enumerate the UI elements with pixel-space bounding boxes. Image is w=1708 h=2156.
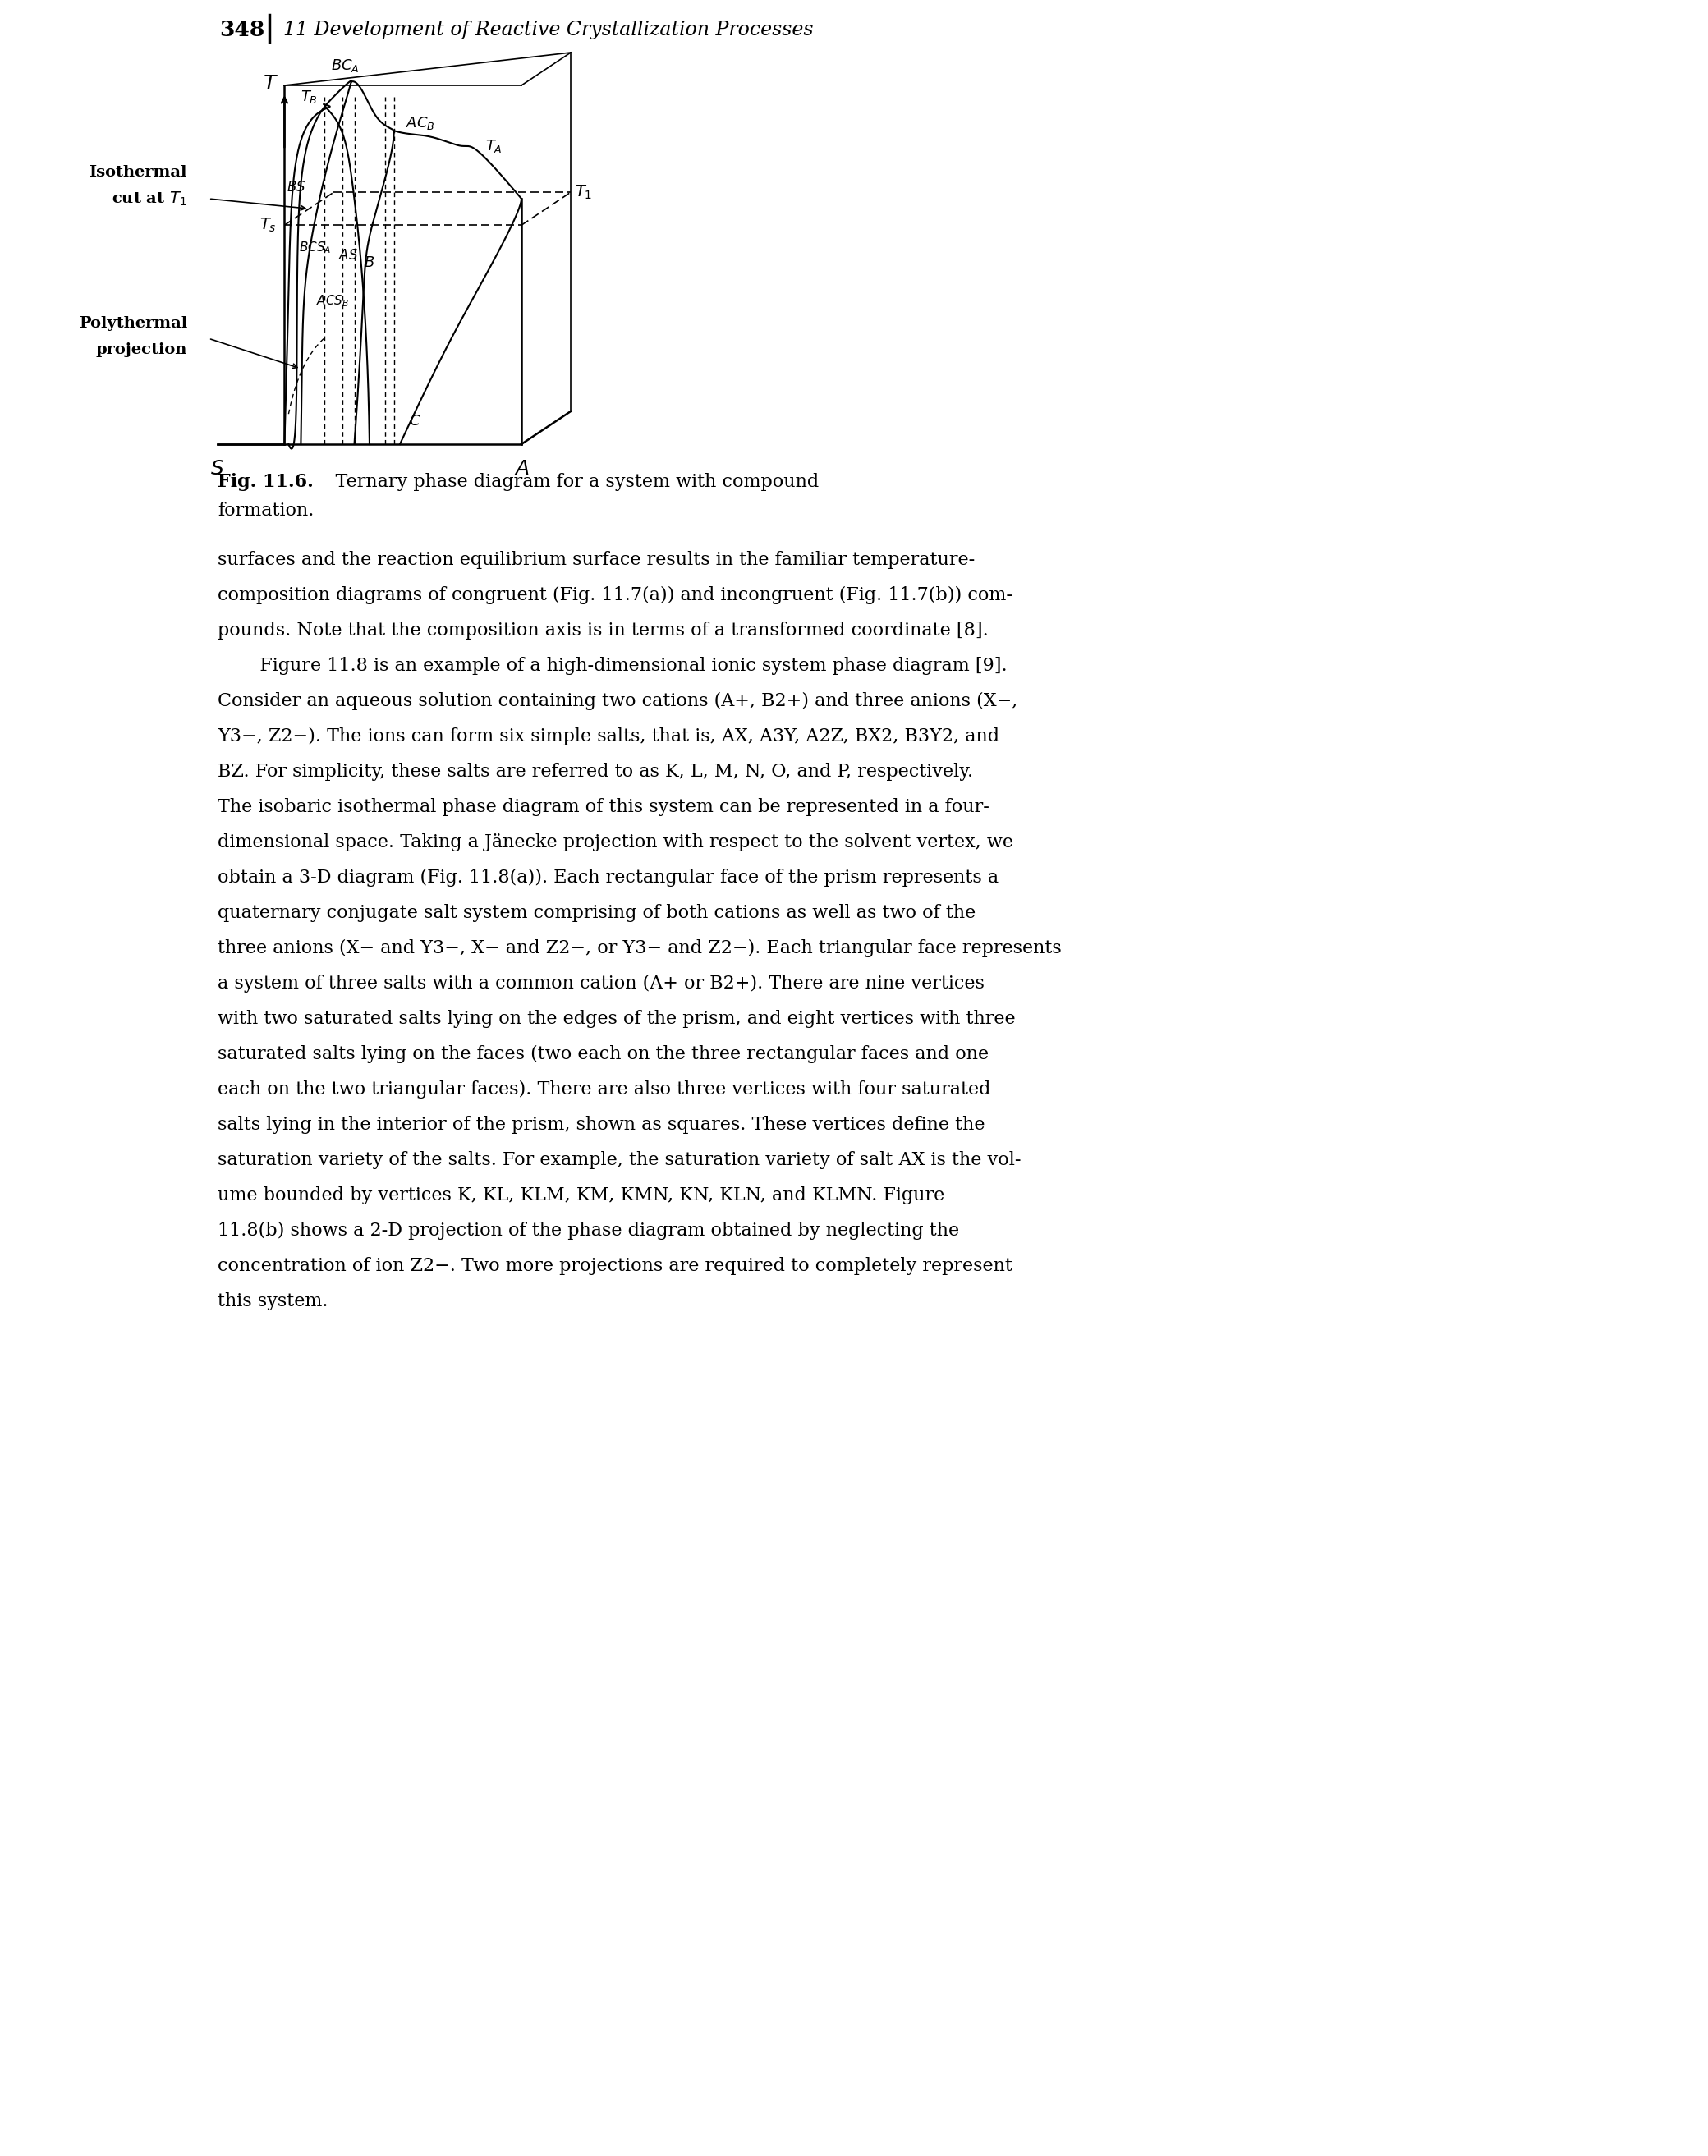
Text: surfaces and the reaction equilibrium surface results in the familiar temperatur: surfaces and the reaction equilibrium su… [217, 552, 975, 569]
Text: ume bounded by vertices K, KL, KLM, KM, KMN, KN, KLN, and KLMN. Figure: ume bounded by vertices K, KL, KLM, KM, … [217, 1186, 945, 1205]
Text: $AS$: $AS$ [338, 248, 359, 263]
Text: Figure 11.8 is an example of a high-dimensional ionic system phase diagram [9].: Figure 11.8 is an example of a high-dime… [243, 658, 1008, 675]
Text: three anions (X− and Y3−, X− and Z2−, or Y3− and Z2−). Each triangular face repr: three anions (X− and Y3−, X− and Z2−, or… [217, 940, 1062, 957]
Text: salts lying in the interior of the prism, shown as squares. These vertices defin: salts lying in the interior of the prism… [217, 1117, 986, 1134]
Text: pounds. Note that the composition axis is in terms of a transformed coordinate [: pounds. Note that the composition axis i… [217, 621, 989, 640]
Text: saturation variety of the salts. For example, the saturation variety of salt AX : saturation variety of the salts. For exa… [217, 1151, 1021, 1169]
Text: $\mathit{T_1}$: $\mathit{T_1}$ [576, 183, 593, 201]
Text: $BC_A$: $BC_A$ [331, 58, 359, 73]
Text: Ternary phase diagram for a system with compound: Ternary phase diagram for a system with … [313, 472, 818, 492]
Text: $BS$: $BS$ [287, 181, 306, 194]
Text: Isothermal: Isothermal [89, 164, 188, 179]
Text: 11 Development of Reactive Crystallization Processes: 11 Development of Reactive Crystallizati… [284, 19, 813, 39]
Text: projection: projection [96, 343, 188, 358]
Text: $\mathit{T}$: $\mathit{T}$ [263, 73, 278, 93]
Text: Consider an aqueous solution containing two cations (A+, B2+) and three anions (: Consider an aqueous solution containing … [217, 692, 1018, 709]
Text: obtain a 3-D diagram (Fig. 11.8(a)). Each rectangular face of the prism represen: obtain a 3-D diagram (Fig. 11.8(a)). Eac… [217, 869, 999, 886]
Text: $C$: $C$ [410, 414, 422, 429]
Text: $ACS_B$: $ACS_B$ [316, 293, 350, 308]
Text: composition diagrams of congruent (Fig. 11.7(a)) and incongruent (Fig. 11.7(b)) : composition diagrams of congruent (Fig. … [217, 586, 1013, 604]
Text: saturated salts lying on the faces (two each on the three rectangular faces and : saturated salts lying on the faces (two … [217, 1046, 989, 1063]
Text: Y3−, Z2−). The ions can form six simple salts, that is, AX, A3Y, A2Z, BX2, B3Y2,: Y3−, Z2−). The ions can form six simple … [217, 727, 999, 746]
Text: Polythermal: Polythermal [79, 317, 188, 330]
Text: $\mathit{T_s}$: $\mathit{T_s}$ [260, 216, 277, 233]
Text: $\mathit{A}$: $\mathit{A}$ [514, 459, 529, 479]
Text: quaternary conjugate salt system comprising of both cations as well as two of th: quaternary conjugate salt system compris… [217, 903, 975, 923]
Text: cut at $\mathit{T}_1$: cut at $\mathit{T}_1$ [113, 190, 188, 207]
Text: $BCS_A$: $BCS_A$ [299, 239, 331, 254]
Text: concentration of ion Z2−. Two more projections are required to completely repres: concentration of ion Z2−. Two more proje… [217, 1257, 1013, 1274]
Text: The isobaric isothermal phase diagram of this system can be represented in a fou: The isobaric isothermal phase diagram of… [217, 798, 989, 817]
Text: this system.: this system. [217, 1291, 328, 1311]
Text: each on the two triangular faces). There are also three vertices with four satur: each on the two triangular faces). There… [217, 1080, 991, 1100]
Text: 11.8(b) shows a 2-D projection of the phase diagram obtained by neglecting the: 11.8(b) shows a 2-D projection of the ph… [217, 1222, 960, 1240]
Text: $T_B$: $T_B$ [301, 88, 318, 106]
Text: formation.: formation. [217, 502, 314, 520]
Text: $AC_B$: $AC_B$ [407, 114, 436, 132]
Text: 348: 348 [220, 19, 265, 39]
Text: dimensional space. Taking a Jänecke projection with respect to the solvent verte: dimensional space. Taking a Jänecke proj… [217, 834, 1013, 852]
Text: BZ. For simplicity, these salts are referred to as K, L, M, N, O, and P, respect: BZ. For simplicity, these salts are refe… [217, 763, 974, 780]
Text: a system of three salts with a common cation (A+ or B2+). There are nine vertice: a system of three salts with a common ca… [217, 975, 984, 992]
Text: $T_A$: $T_A$ [485, 138, 502, 153]
Text: with two saturated salts lying on the edges of the prism, and eight vertices wit: with two saturated salts lying on the ed… [217, 1009, 1016, 1028]
Text: $\mathit{S}$: $\mathit{S}$ [210, 459, 225, 479]
Text: Fig. 11.6.: Fig. 11.6. [217, 472, 314, 492]
Text: $B$: $B$ [364, 257, 376, 270]
